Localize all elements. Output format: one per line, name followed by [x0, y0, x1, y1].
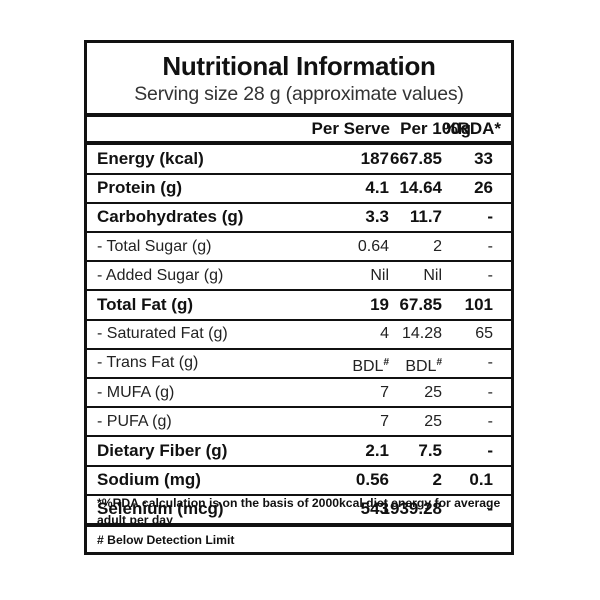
serving-size: Serving size 28 g (approximate values)	[134, 83, 464, 105]
table-row: Selenium (mcg) 543 1939.28 -	[87, 495, 511, 523]
nutrition-panel: Nutritional Information Serving size 28 …	[84, 40, 514, 555]
divider	[87, 347, 511, 350]
per-100g-value: 7.5	[418, 441, 442, 460]
nutrient-label: Selenium (mcg)	[97, 499, 224, 519]
table-row: Carbohydrates (g) 3.3 11.7 -	[87, 203, 511, 231]
per-100g-value: 2	[432, 470, 442, 490]
table-row: - Total Sugar (g) 0.64 2 -	[87, 233, 511, 261]
table-row: Dietary Fiber (g) 2.1 7.5 -	[87, 437, 511, 465]
per-100g-value: 11.7	[409, 207, 442, 227]
nutrient-label: Dietary Fiber (g)	[97, 441, 228, 460]
rda-value: -	[487, 412, 493, 430]
rda-value: -	[487, 266, 493, 284]
divider	[87, 201, 511, 204]
per-serve-value: 0.64	[357, 237, 389, 255]
divider	[87, 289, 511, 292]
rda-value: -	[487, 499, 493, 519]
divider	[87, 172, 511, 175]
nutrient-label: - Trans Fat (g)	[97, 354, 199, 372]
divider	[87, 260, 511, 263]
rda-value: -	[487, 441, 493, 460]
table-row: Protein (g) 4.1 14.64 26	[87, 174, 511, 202]
divider	[87, 141, 511, 145]
nutrient-label: - Added Sugar (g)	[97, 266, 224, 284]
per-serve-value: 4.1	[365, 178, 389, 198]
per-serve-value: 543	[360, 499, 389, 519]
rda-value: 26	[474, 178, 493, 198]
rda-value: 65	[475, 325, 493, 343]
per-100g-value: 14.64	[399, 178, 442, 198]
nutrient-label: Protein (g)	[97, 178, 182, 198]
rda-value: -	[487, 237, 493, 255]
detection-limit-mark: #	[383, 357, 389, 369]
nutrient-label: Energy (kcal)	[97, 149, 204, 168]
rda-value: 0.1	[469, 470, 493, 490]
value-text: BDL	[405, 358, 437, 376]
table-row: - Saturated Fat (g) 4 14.28 65	[87, 320, 511, 348]
rda-value: 101	[464, 295, 493, 314]
divider	[87, 376, 511, 379]
divider	[87, 406, 511, 409]
column-header-per-serve: Per Serve	[311, 119, 390, 138]
per-serve-value: 7	[380, 383, 389, 401]
table-row: - Added Sugar (g) Nil Nil -	[87, 262, 511, 290]
nutrient-label: Carbohydrates (g)	[97, 207, 244, 227]
per-100g-value: 667.85	[390, 149, 442, 168]
per-serve-value: 3.3	[365, 207, 389, 227]
divider	[87, 493, 511, 496]
divider	[87, 113, 511, 117]
nutrient-label: Sodium (mg)	[97, 470, 201, 490]
divider	[87, 464, 511, 467]
per-100g-value: 14.28	[401, 325, 442, 343]
per-serve-value: 7	[380, 412, 389, 430]
per-serve-value: 0.56	[355, 470, 389, 490]
per-serve-value: 187	[360, 149, 389, 168]
rda-value: -	[487, 207, 493, 227]
per-100g-value: 2	[433, 237, 442, 255]
divider	[87, 435, 511, 438]
per-serve-value: BDL#	[352, 349, 389, 377]
divider	[87, 230, 511, 233]
table-row: Sodium (mg) 0.56 2 0.1	[87, 466, 511, 494]
column-header-row: Per Serve Per 100g %RDA*	[87, 115, 511, 143]
nutrient-label: Total Fat (g)	[97, 295, 193, 314]
bdl-footnote: # Below Detection Limit	[97, 533, 235, 547]
table-row: Total Fat (g) 19 67.85 101	[87, 291, 511, 319]
per-100g-value: Nil	[423, 266, 442, 284]
per-serve-value: 19	[370, 295, 389, 314]
per-100g-value: 25	[424, 383, 442, 401]
nutrient-label: - MUFA (g)	[97, 383, 175, 401]
per-100g-value: 1939.28	[380, 499, 442, 519]
panel-title: Nutritional Information	[162, 51, 436, 81]
rda-value: -	[487, 354, 493, 372]
table-row: Energy (kcal) 187 667.85 33	[87, 145, 511, 173]
per-100g-value: BDL#	[405, 349, 442, 377]
nutrient-label: - Total Sugar (g)	[97, 237, 212, 255]
rda-value: 33	[474, 149, 493, 168]
per-serve-value: 4	[380, 325, 389, 343]
per-100g-value: 25	[424, 412, 442, 430]
table-row: - PUFA (g) 7 25 -	[87, 408, 511, 436]
nutrient-label: - PUFA (g)	[97, 412, 172, 430]
table-row: - Trans Fat (g) BDL# BDL# -	[87, 349, 511, 377]
column-header-per-100g: Per 100g	[400, 119, 471, 138]
per-serve-value: 2.1	[365, 441, 389, 460]
per-serve-value: Nil	[370, 266, 389, 284]
table-row: - MUFA (g) 7 25 -	[87, 379, 511, 407]
column-header-rda: %RDA*	[442, 119, 501, 138]
divider	[87, 522, 511, 527]
nutrient-label: - Saturated Fat (g)	[97, 325, 228, 343]
detection-limit-mark: #	[436, 357, 442, 369]
per-100g-value: 67.85	[399, 295, 442, 314]
rda-value: -	[487, 383, 493, 401]
divider	[87, 318, 511, 321]
value-text: BDL	[352, 358, 384, 376]
